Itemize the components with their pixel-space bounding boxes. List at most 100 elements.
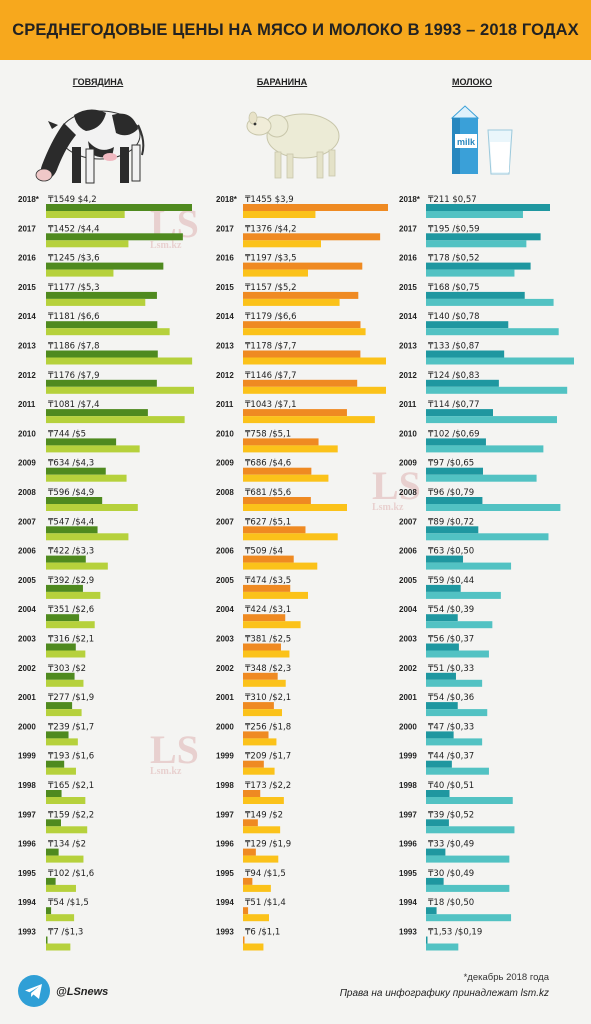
- data-label: ₸51 /$0,33: [428, 664, 474, 674]
- usd-value-label: /$1,5: [64, 898, 89, 908]
- data-label: ₸211 $0,57: [428, 195, 477, 205]
- page-title: СРЕДНЕГОДОВЫЕ ЦЕНЫ НА МЯСО И МОЛОКО В 19…: [12, 20, 579, 39]
- year-label: 2000: [18, 722, 36, 731]
- year-label: 1998: [18, 781, 36, 790]
- year-label: 2012: [18, 371, 36, 380]
- tenge-value-label: ₸1549: [48, 195, 75, 205]
- tenge-value-label: ₸51: [245, 898, 261, 908]
- usd-value-label: /$2,1: [267, 693, 292, 703]
- beef-tenge-bar: [46, 848, 59, 856]
- data-label: ₸94 /$1,5: [245, 869, 286, 879]
- social-handle[interactable]: @LSnews: [56, 986, 109, 998]
- data-label: ₸634 /$4,3: [48, 459, 94, 469]
- milk-usd-bar: [426, 474, 537, 482]
- usd-value-label: /$7,4: [75, 400, 100, 410]
- tenge-value-label: ₸1197: [245, 254, 272, 264]
- data-label: ₸195 /$0,59: [428, 224, 480, 234]
- year-label: 2010: [216, 429, 234, 438]
- year-label: 1993: [399, 928, 417, 937]
- tenge-value-label: ₸1081: [48, 400, 75, 410]
- data-label: ₸18 /$0,50: [428, 898, 474, 908]
- tenge-value-label: ₸193: [48, 752, 70, 762]
- year-label: 1998: [399, 781, 417, 790]
- year-label: 2004: [18, 605, 36, 614]
- beef-usd-bar: [46, 855, 84, 863]
- year-label: 1994: [18, 898, 36, 907]
- milk-tenge-bar: [426, 702, 458, 710]
- data-label: ₸1452 /$4,4: [48, 224, 100, 234]
- milk-usd-bar: [426, 416, 557, 424]
- tenge-value-label: ₸1245: [48, 254, 75, 264]
- data-label: ₸547 /$4,4: [48, 517, 94, 527]
- usd-value-label: /$0,79: [444, 488, 474, 498]
- beef-tenge-bar: [46, 643, 76, 651]
- usd-value-label: /$4,3: [70, 459, 95, 469]
- tenge-value-label: ₸96: [428, 488, 444, 498]
- milk-usd-bar: [426, 386, 568, 394]
- column-title-lamb: БАРАНИНА: [256, 77, 308, 87]
- tenge-value-label: ₸348: [245, 664, 267, 674]
- milk-usd-bar: [426, 591, 501, 599]
- beef-tenge-bar: [46, 877, 56, 885]
- milk-usd-bar: [426, 445, 544, 453]
- year-label: 2003: [399, 635, 417, 644]
- tenge-value-label: ₸547: [48, 517, 70, 527]
- year-label: 2006: [399, 547, 417, 556]
- telegram-icon[interactable]: [18, 975, 50, 1007]
- year-label: 1996: [399, 840, 417, 849]
- tenge-value-label: ₸97: [428, 459, 444, 469]
- data-label: ₸1146 /$7,7: [245, 371, 297, 381]
- usd-value-label: /$0,44: [444, 576, 474, 586]
- data-label: ₸39 /$0,52: [428, 810, 474, 820]
- tenge-value-label: ₸351: [48, 605, 70, 615]
- lamb-usd-bar: [243, 943, 264, 951]
- usd-value-label: /$0,83: [450, 371, 480, 381]
- lamb-tenge-bar: [243, 321, 361, 329]
- copyright-credit: Права на инфографику принадлежат lsm.kz: [339, 988, 549, 999]
- usd-value-label: /$1,9: [70, 693, 95, 703]
- milk-tenge-bar: [426, 790, 450, 797]
- tenge-value-label: ₸277: [48, 693, 70, 703]
- data-label: ₸303 /$2: [48, 664, 86, 674]
- lamb-usd-bar: [243, 738, 277, 746]
- usd-value-label: /$0,19: [452, 928, 482, 938]
- beef-usd-bar: [46, 826, 88, 834]
- beef-usd-bar: [46, 943, 71, 951]
- year-label: 1997: [216, 810, 234, 819]
- year-label: 2012: [399, 371, 417, 380]
- usd-value-label: /$0,78: [450, 312, 480, 322]
- beef-usd-bar: [46, 797, 86, 804]
- tenge-value-label: ₸102: [48, 869, 70, 879]
- lamb-tenge-bar: [243, 790, 261, 797]
- tenge-value-label: ₸44: [428, 752, 444, 762]
- data-label: ₸133 /$0,87: [428, 342, 480, 352]
- year-label: 2001: [216, 693, 234, 702]
- tenge-value-label: ₸140: [428, 312, 450, 322]
- data-label: ₸97 /$0,65: [428, 459, 474, 469]
- year-label: 2013: [216, 342, 234, 351]
- data-label: ₸627 /$5,1: [245, 517, 291, 527]
- year-label: 2002: [18, 664, 36, 673]
- tenge-value-label: ₸1452: [48, 224, 75, 234]
- beef-usd-bar: [46, 621, 95, 629]
- year-label: 2010: [18, 429, 36, 438]
- year-label: 2003: [216, 635, 234, 644]
- year-label: 2016: [216, 254, 234, 263]
- year-label: 1994: [399, 898, 417, 907]
- tenge-value-label: ₸195: [428, 224, 450, 234]
- lamb-tenge-bar: [243, 819, 258, 827]
- lamb-usd-bar: [243, 416, 375, 424]
- milk-usd-bar: [426, 533, 549, 541]
- year-label: 2018*: [216, 195, 238, 204]
- year-label: 2017: [399, 224, 417, 233]
- usd-value-label: /$0,52: [444, 810, 474, 820]
- tenge-value-label: ₸681: [245, 488, 267, 498]
- beef-tenge-bar: [46, 760, 65, 768]
- year-label: 2009: [18, 459, 36, 468]
- tenge-value-label: ₸474: [245, 576, 267, 586]
- tenge-value-label: ₸1157: [245, 283, 272, 293]
- tenge-value-label: ₸33: [428, 840, 444, 850]
- lamb-usd-bar: [243, 240, 321, 248]
- lamb-tenge-bar: [243, 526, 306, 534]
- data-label: ₸424 /$3,1: [245, 605, 291, 615]
